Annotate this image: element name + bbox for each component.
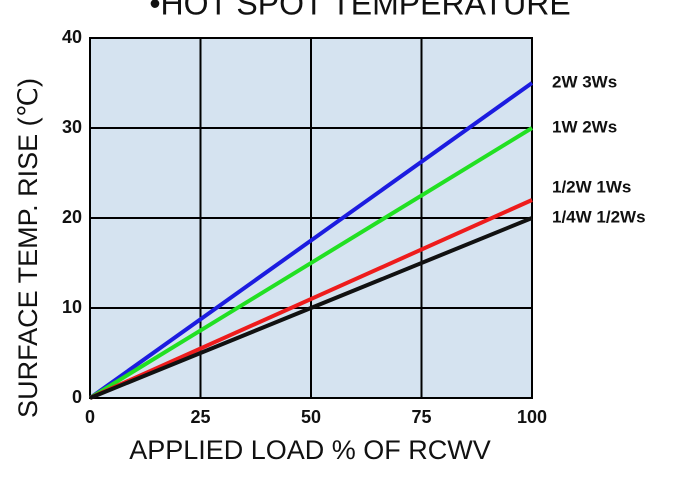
series-line: [88, 81, 534, 400]
y-axis-label: SURFACE TEMP. RISE (℃): [13, 78, 43, 418]
chart-title: •HOT SPOT TEMPERATURE: [149, 0, 570, 21]
legend-label: 1/4W 1/2Ws: [552, 207, 646, 226]
x-tick-label: 50: [301, 407, 321, 427]
y-tick-label: 40: [62, 27, 82, 47]
series-line: [89, 198, 533, 400]
y-tick-label: 10: [62, 297, 82, 317]
y-tick-label: 0: [72, 387, 82, 407]
legend-label: 1/2W 1Ws: [552, 177, 631, 196]
legend-label: 2W 3Ws: [552, 72, 617, 91]
series-line: [88, 126, 534, 400]
x-axis-label: APPLIED LOAD % OF RCWV: [129, 435, 491, 465]
y-tick-label: 20: [62, 207, 82, 227]
x-tick-label: 100: [517, 407, 547, 427]
x-tick-label: 25: [190, 407, 210, 427]
x-tick-label: 0: [85, 407, 95, 427]
legend-label: 1W 2Ws: [552, 117, 617, 136]
series-line: [89, 216, 533, 400]
y-tick-label: 30: [62, 117, 82, 137]
x-tick-label: 75: [411, 407, 431, 427]
